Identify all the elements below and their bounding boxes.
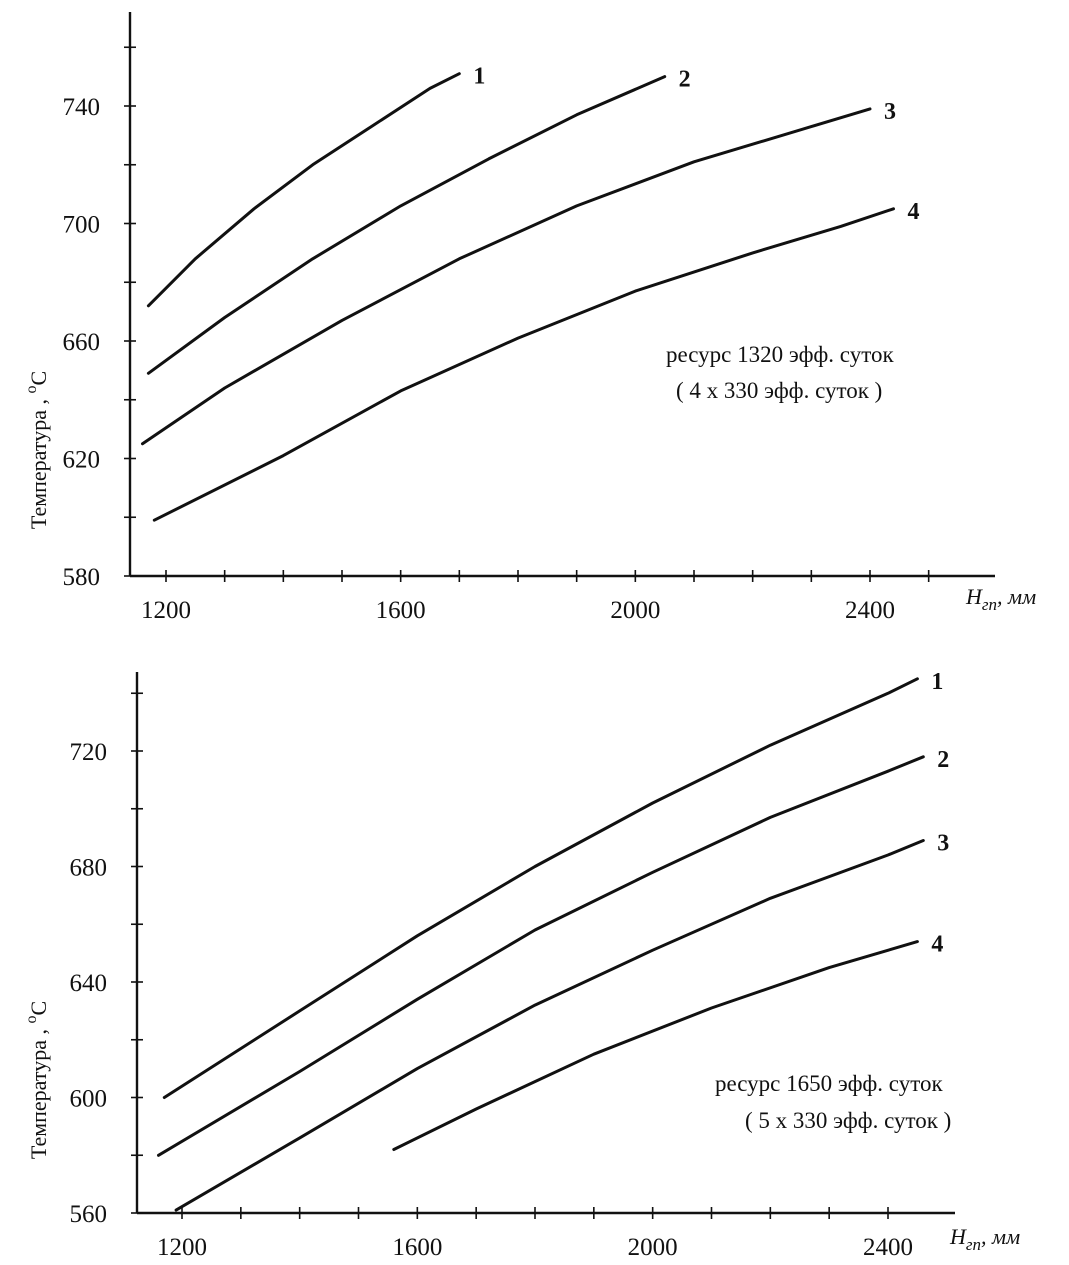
y-tick-label: 560 — [70, 1201, 108, 1228]
x-tick-label: 2000 — [628, 1234, 678, 1261]
annotation-line: ( 5 x 330 эфф. суток ) — [745, 1108, 951, 1133]
series-label-3: 3 — [937, 831, 949, 857]
y-tick-label: 580 — [63, 564, 101, 591]
series-label-3: 3 — [884, 99, 896, 125]
series-line-3 — [141, 107, 872, 446]
annotation-line: ресурс 1650 эфф. суток — [715, 1071, 943, 1096]
y-tick-label: 720 — [70, 739, 108, 766]
y-tick-label: 740 — [63, 94, 101, 121]
annotation-line: ( 4 x 330 эфф. суток ) — [676, 378, 882, 403]
series-line-4 — [392, 940, 919, 1151]
x-tick-label: 1600 — [392, 1234, 442, 1261]
series-label-4: 4 — [907, 199, 919, 225]
series-line-3 — [174, 839, 925, 1212]
series-label-4: 4 — [931, 932, 943, 958]
x-axis-label: Hгп, мм — [965, 584, 1036, 614]
series-line-2 — [157, 755, 925, 1157]
x-tick-label: 2400 — [845, 597, 895, 624]
x-tick-label: 2000 — [610, 597, 660, 624]
x-tick-label: 2400 — [863, 1234, 913, 1261]
annotation-line: ресурс 1320 эфф. суток — [666, 342, 894, 367]
y-tick-label: 700 — [63, 212, 101, 239]
series-label-2: 2 — [679, 67, 691, 93]
series-line-2 — [146, 75, 667, 375]
series-line-1 — [162, 677, 919, 1099]
x-tick-label: 1200 — [157, 1234, 207, 1261]
x-tick-label: 1600 — [376, 597, 426, 624]
y-tick-label: 660 — [63, 329, 101, 356]
series-line-1 — [146, 72, 461, 308]
series-label-2: 2 — [937, 747, 949, 773]
series-label-1: 1 — [931, 669, 943, 695]
chart-panel-2: 560 600 640 680 720 1200 1600 2000 2400 Hгп, мм Те… — [23, 669, 1020, 1261]
series-label-1: 1 — [473, 64, 485, 90]
y-tick-label: 640 — [70, 970, 108, 997]
y-axis-label: Температура , oC — [23, 371, 51, 529]
y-tick-label: 680 — [70, 855, 108, 882]
x-axis-label: Hгп, мм — [949, 1224, 1020, 1254]
series-line-4 — [152, 207, 895, 522]
x-tick-label: 1200 — [141, 597, 191, 624]
y-tick-label: 600 — [70, 1086, 108, 1113]
chart-panel-1: 580 620 660 700 740 1200 1600 2000 2400 Hгп, мм Те… — [23, 12, 1036, 624]
y-tick-label: 620 — [63, 447, 101, 474]
y-axis-label: Температура , oC — [23, 1001, 51, 1159]
